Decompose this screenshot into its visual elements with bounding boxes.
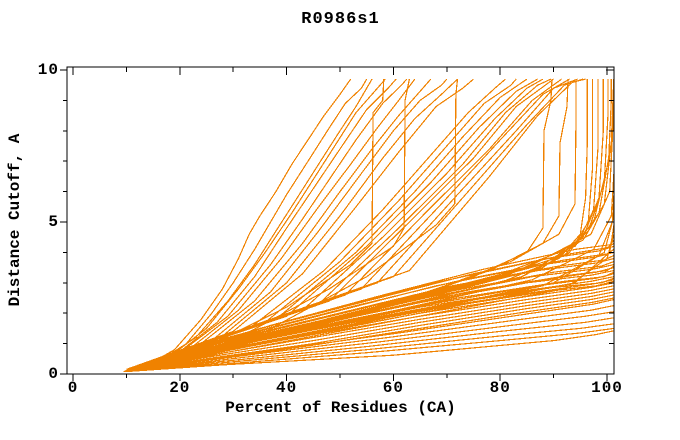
model-curve [126, 260, 615, 371]
x-axis-label: Percent of Residues (CA) [225, 399, 456, 417]
model-curve [126, 78, 448, 372]
model-curve [127, 78, 458, 371]
x-tick-label: 100 [591, 379, 623, 397]
model-curve [126, 254, 615, 371]
model-curve [126, 248, 615, 371]
chart-title: R0986s1 [301, 10, 380, 29]
y-tick-label: 10 [37, 61, 59, 79]
model-curve [126, 78, 506, 371]
model-curve [125, 330, 615, 373]
model-curve [128, 280, 615, 371]
model-curve [126, 317, 614, 372]
model-curve [127, 78, 408, 371]
y-tick-label: 0 [48, 365, 59, 383]
model-curve [123, 327, 614, 373]
model-curves [123, 78, 615, 373]
x-tick-label: 20 [169, 379, 191, 397]
model-curve [124, 323, 614, 373]
x-tick-label: 80 [489, 379, 511, 397]
model-curve [127, 78, 552, 370]
model-curve [128, 239, 615, 370]
model-curve [125, 78, 352, 372]
model-curve [127, 78, 386, 371]
model-curve [125, 311, 614, 373]
model-curve [126, 78, 544, 371]
x-tick-label: 60 [382, 379, 404, 397]
model-curve [127, 78, 586, 370]
model-curve [126, 305, 615, 372]
model-curve [127, 288, 615, 372]
model-curve [128, 78, 432, 370]
model-curve [127, 78, 517, 370]
model-curve [126, 298, 615, 372]
model-curve [127, 265, 615, 371]
y-tick-label: 5 [48, 213, 59, 231]
model-curve [126, 78, 397, 372]
x-tick-label: 40 [275, 379, 298, 397]
model-curve [126, 285, 615, 371]
x-tick-label: 0 [67, 379, 79, 397]
model-curve [125, 291, 615, 372]
model-curve [126, 294, 615, 372]
axes [60, 66, 615, 381]
model-curve [126, 78, 474, 370]
model-curve [126, 78, 416, 371]
